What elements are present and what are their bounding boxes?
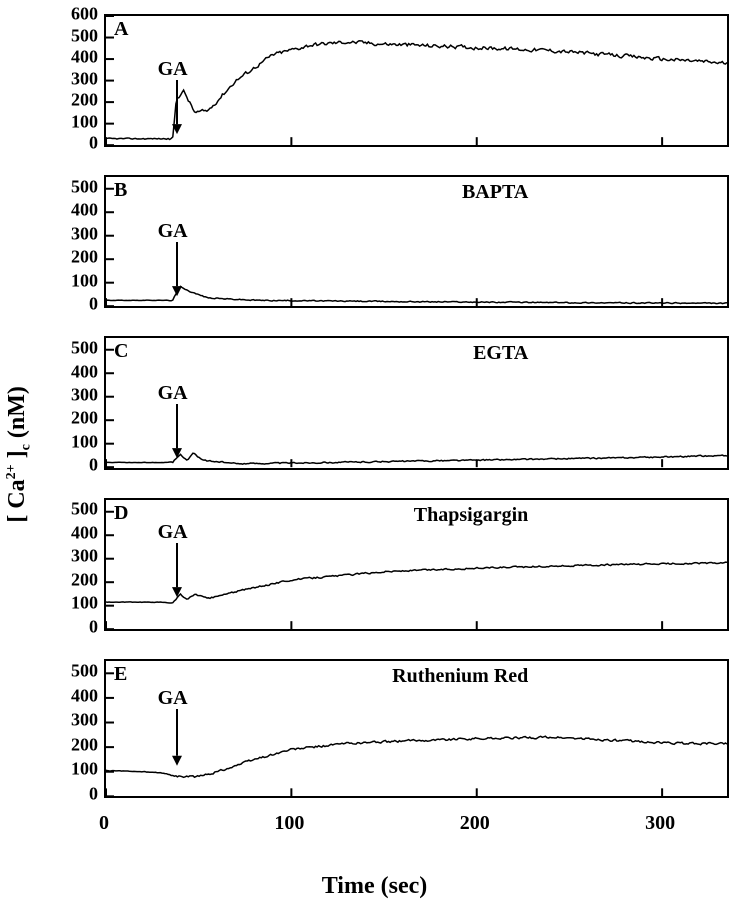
y-axis-mid: ]: [4, 450, 30, 464]
y-axis-prefix: [ Ca: [4, 479, 30, 522]
ytick-label: 200: [71, 247, 98, 268]
ytick-label: 400: [71, 361, 98, 382]
ytick-label: 100: [71, 270, 98, 291]
ytick-label: 0: [89, 455, 98, 476]
ytick-label: 0: [89, 783, 98, 804]
ytick-label: 200: [71, 408, 98, 429]
ytick-label: 500: [71, 25, 98, 46]
y-axis-suffix: (nM): [4, 386, 30, 444]
ga-label: GA: [158, 220, 188, 243]
ga-arrow-icon: [170, 80, 184, 134]
xtick-label: 300: [645, 812, 675, 835]
ytick-label: 200: [71, 734, 98, 755]
ytick-labels: 0100200300400500: [48, 659, 100, 798]
ytick-label: 300: [71, 223, 98, 244]
ga-arrow-icon: [170, 709, 184, 766]
ga-label: GA: [158, 58, 188, 81]
ytick-label: 100: [71, 431, 98, 452]
panel-D: 0100 200300 400500 D GA Thapsigargin: [48, 492, 739, 653]
ytick-labels: 0100200300400500: [48, 175, 100, 308]
xtick-label: 0: [99, 812, 109, 835]
trace-svg: [106, 338, 727, 467]
panel-letter: A: [114, 18, 128, 41]
xtick-label: 200: [460, 812, 490, 835]
ytick-label: 200: [71, 569, 98, 590]
ytick-label: 400: [71, 522, 98, 543]
y-axis-label: [ Ca2+ ]c (nM): [6, 0, 32, 908]
panel-A: 0100200300400500600 A GA: [48, 8, 739, 169]
ytick-label: 100: [71, 759, 98, 780]
trace-svg: [106, 16, 727, 145]
trace-svg: [106, 177, 727, 306]
ytick-label: 300: [71, 710, 98, 731]
ytick-labels: 0100200300400500: [48, 498, 100, 631]
panel-B: 0 100200 300400 500 B GA BAPTA: [48, 169, 739, 330]
ga-arrow-icon: [170, 242, 184, 296]
ytick-label: 400: [71, 47, 98, 68]
plot-area: D GA Thapsigargin: [104, 498, 729, 631]
ytick-label: 200: [71, 90, 98, 111]
condition-label: BAPTA: [462, 181, 528, 204]
ytick-label: 500: [71, 176, 98, 197]
condition-label: Thapsigargin: [414, 504, 528, 527]
ytick-label: 500: [71, 660, 98, 681]
plot-area: E GA Ruthenium Red: [104, 659, 729, 798]
panel-letter: D: [114, 502, 128, 525]
ytick-label: 300: [71, 546, 98, 567]
y-axis-sup: 2+: [4, 464, 19, 479]
ga-label: GA: [158, 687, 188, 710]
ga-label: GA: [158, 382, 188, 405]
condition-label: Ruthenium Red: [392, 665, 528, 688]
panel-letter: B: [114, 179, 127, 202]
plot-area: C GA EGTA: [104, 336, 729, 469]
ytick-label: 400: [71, 200, 98, 221]
ytick-labels: 0100200300400500600: [48, 14, 100, 147]
ytick-label: 600: [71, 4, 98, 25]
xtick-label: 100: [274, 812, 304, 835]
ga-arrow-icon: [170, 543, 184, 597]
ytick-label: 300: [71, 68, 98, 89]
ytick-label: 0: [89, 133, 98, 154]
ytick-label: 400: [71, 685, 98, 706]
ga-arrow-icon: [170, 404, 184, 458]
ytick-label: 100: [71, 593, 98, 614]
panel-letter: E: [114, 663, 127, 686]
ytick-label: 100: [71, 111, 98, 132]
xtick-labels: 0100200300: [104, 800, 729, 838]
ytick-label: 0: [89, 616, 98, 637]
panel-C: 0 100200 300400500 C GA EGTA: [48, 330, 739, 491]
panel-E: 0 100 200 300 400 500 E GA Ruthenium Red 0 100 200 3…: [48, 653, 739, 838]
ytick-label: 0: [89, 294, 98, 315]
panel-letter: C: [114, 340, 128, 363]
ga-label: GA: [158, 521, 188, 544]
ytick-label: 500: [71, 338, 98, 359]
condition-label: EGTA: [473, 342, 528, 365]
x-axis-label: Time (sec): [0, 873, 749, 900]
y-axis-sub: c: [18, 444, 33, 450]
ytick-label: 300: [71, 384, 98, 405]
panels-container: 0100200300400500600AGA0100200300400500BG…: [48, 8, 739, 838]
plot-area: A GA: [104, 14, 729, 147]
ytick-label: 500: [71, 499, 98, 520]
ytick-labels: 0100200300400500: [48, 336, 100, 469]
plot-area: B GA BAPTA: [104, 175, 729, 308]
figure-root: [ Ca2+ ]c (nM) 0100200300400500600AGA010…: [0, 0, 749, 908]
